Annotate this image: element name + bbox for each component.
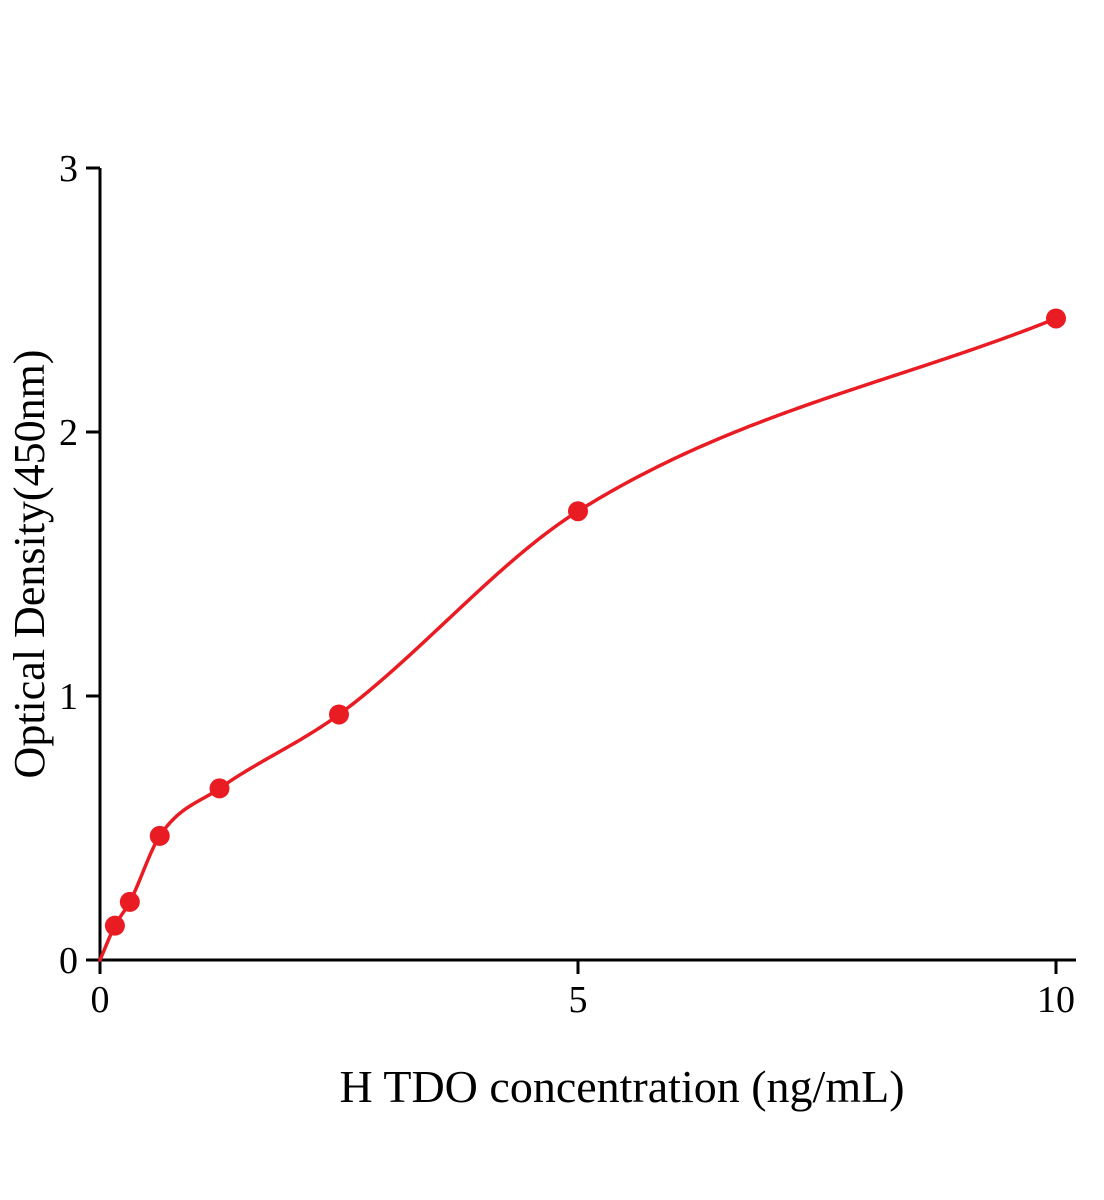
y-axis-label: Optical Density(450nm): [5, 350, 54, 779]
data-point: [329, 704, 349, 725]
data-point: [1046, 308, 1066, 329]
data-point: [149, 825, 170, 846]
x-axis-label: H TDO concentration (ng/mL): [339, 1061, 904, 1112]
data-point: [209, 778, 230, 799]
axes: 0 5 10 0 1 2 3: [59, 148, 1076, 1021]
data-point: [119, 891, 140, 912]
x-tick-label: 5: [569, 979, 588, 1021]
x-tick-label: 0: [91, 979, 110, 1021]
data-point: [104, 915, 125, 936]
data-points: [104, 308, 1066, 936]
y-tick-label: 3: [59, 148, 78, 190]
y-tick-label: 0: [59, 940, 78, 982]
fit-curve: [98, 316, 1058, 962]
data-point: [568, 501, 588, 522]
x-tick-label: 10: [1037, 979, 1075, 1021]
y-tick-label: 1: [59, 676, 78, 718]
y-tick-label: 2: [59, 412, 78, 454]
